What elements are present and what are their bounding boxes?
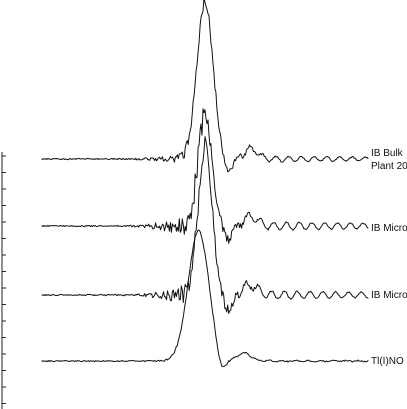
- series-label-ib-micro-1: IB Micro: [371, 223, 407, 234]
- series-trace-4: [41, 229, 369, 368]
- series-trace-3: [41, 136, 369, 314]
- series-labels: IB Bulk Plant 20 IB Micro IB Micro Tl(I)…: [371, 148, 407, 367]
- traces: [41, 0, 369, 368]
- series-label-ib-bulk-line2: Plant 20: [371, 161, 407, 172]
- series-label-ib-bulk: IB Bulk: [371, 148, 404, 159]
- series-label-ib-micro-2: IB Micro: [371, 290, 407, 301]
- series-label-tlno: Tl(I)NO: [371, 356, 404, 367]
- series-trace-1: [41, 0, 369, 173]
- series-trace-2: [41, 108, 369, 244]
- y-axis-ticks: [2, 155, 6, 404]
